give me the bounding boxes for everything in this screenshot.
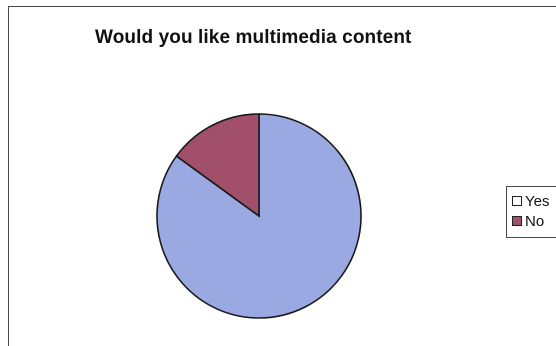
- legend-item-yes: Yes: [512, 191, 556, 211]
- legend-label-yes: Yes: [525, 192, 550, 210]
- chart-frame: Would you like multimedia content Yes No: [8, 6, 556, 346]
- chart-title: Would you like multimedia content: [95, 27, 412, 48]
- legend-swatch-no: [512, 216, 522, 226]
- pie-slice-no: [175, 113, 260, 218]
- pie-chart: [156, 113, 362, 319]
- legend-label-no: No: [525, 212, 545, 230]
- legend: Yes No: [506, 186, 556, 238]
- legend-swatch-yes: [512, 196, 522, 206]
- pie-slices: [156, 113, 362, 319]
- legend-item-no: No: [512, 211, 556, 231]
